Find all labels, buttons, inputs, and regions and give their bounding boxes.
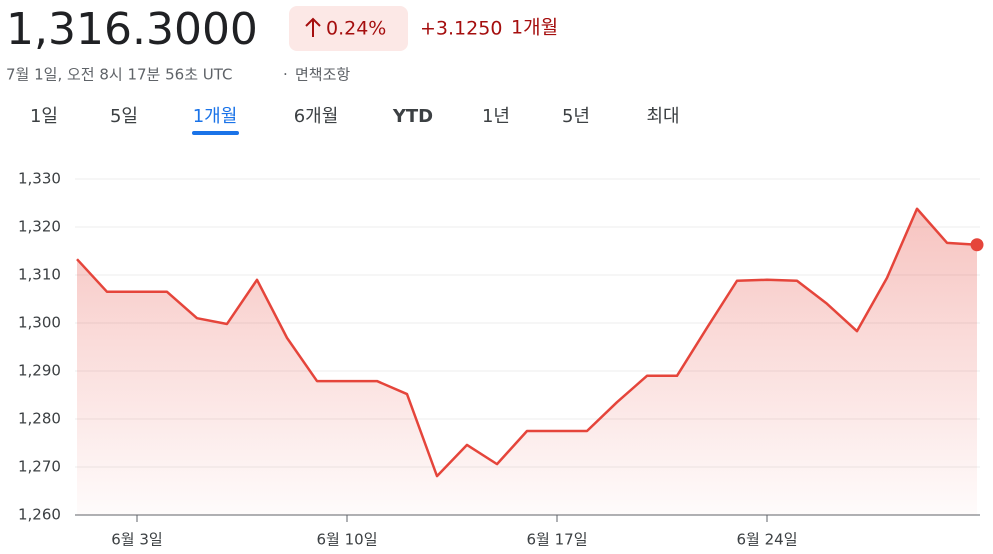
x-tick-label: 6월 24일: [737, 531, 798, 549]
y-tick-label: 1,290: [18, 362, 61, 380]
y-tick-label: 1,270: [18, 458, 61, 476]
area-fill: [77, 208, 977, 515]
x-tick-label: 6월 10일: [317, 531, 378, 549]
change-period: 1개월: [511, 17, 558, 39]
range-tab[interactable]: 1일: [30, 106, 58, 127]
change-abs: +3.1250: [420, 18, 502, 40]
range-tab[interactable]: 1년: [482, 106, 510, 127]
y-tick-label: 1,260: [18, 506, 61, 524]
separator: ·: [283, 66, 288, 84]
range-tab[interactable]: 6개월: [294, 106, 339, 127]
range-tab[interactable]: 5년: [562, 106, 590, 127]
change-percent: 0.24%: [326, 18, 386, 40]
price-line: [76, 207, 978, 478]
price: 1,316.3000: [6, 4, 258, 55]
y-tick-label: 1,300: [18, 314, 61, 332]
active-tab-underline: [192, 131, 239, 135]
range-tab-active[interactable]: 1개월: [193, 106, 238, 127]
y-tick-label: 1,330: [18, 170, 61, 188]
range-tab[interactable]: 5일: [110, 106, 138, 127]
disclaimer-link[interactable]: 면책조항: [295, 66, 350, 84]
range-tab[interactable]: 최대: [646, 106, 679, 127]
x-tick-label: 6월 3일: [111, 531, 162, 549]
last-point: [970, 238, 984, 252]
y-tick-label: 1,280: [18, 410, 61, 428]
timestamp: 7월 1일, 오전 8시 17분 56초 UTC: [6, 66, 233, 84]
change-badge: [289, 6, 408, 51]
up-arrow-icon: [305, 17, 321, 37]
x-tick-label: 6월 17일: [527, 531, 588, 549]
y-tick-label: 1,320: [18, 218, 61, 236]
range-tab[interactable]: YTD: [392, 106, 433, 127]
y-tick-label: 1,310: [18, 266, 61, 284]
